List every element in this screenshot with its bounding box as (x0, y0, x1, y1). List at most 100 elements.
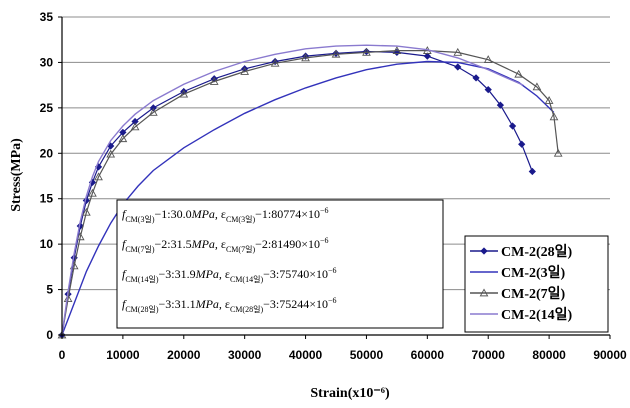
x-tick-label: 50000 (350, 348, 384, 362)
annotation-part: CM(7일) (226, 245, 255, 254)
annotation-part: CM(28일) (125, 305, 158, 314)
annotation-part: −6 (320, 236, 329, 245)
data-point (118, 134, 128, 143)
annotation-part: −3:75740×10 (263, 267, 328, 281)
data-point (508, 122, 517, 130)
data-point (454, 63, 462, 71)
series-line (61, 60, 555, 336)
annotation-part: MPa, (191, 207, 218, 221)
data-point (179, 89, 189, 98)
legend-label: CM-2(28일) (501, 244, 573, 260)
annotation-part: CM(14일) (230, 275, 263, 284)
data-point (81, 207, 91, 216)
data-point (392, 46, 402, 54)
y-tick-label: 25 (40, 101, 54, 115)
annotation-part: ε (222, 267, 230, 281)
data-point (518, 140, 526, 148)
annotation-box: fCM(3일)−1:30.0MPa, εCM(3일)−1:80774×10−6f… (116, 199, 444, 329)
data-point (362, 47, 371, 56)
y-tick-label: 0 (46, 328, 53, 342)
annotation-part: −3:75244×10 (263, 297, 328, 311)
data-point (75, 232, 85, 241)
data-point (149, 104, 157, 112)
y-tick-label: 10 (40, 237, 54, 251)
legend-item: CM-2(14일) (470, 307, 573, 323)
data-point (88, 188, 97, 197)
data-point (483, 55, 493, 64)
legend-item: CM-2(7일) (470, 286, 566, 302)
data-point (453, 47, 463, 56)
annotation-part: −6 (328, 266, 337, 275)
series-4 (61, 44, 524, 336)
annotation-part: ε (218, 237, 226, 251)
data-point (209, 76, 219, 85)
annotation-line: fCM(7일)−2:31.5MPa, εCM(7일)−2:81490×10−6 (122, 236, 329, 254)
legend-item: CM-2(28일) (470, 244, 573, 260)
legend-marker (480, 247, 488, 255)
data-point (240, 66, 250, 75)
x-tick-label: 10000 (106, 348, 140, 362)
y-tick-label: 35 (40, 10, 54, 24)
data-point (130, 122, 140, 131)
data-point (63, 294, 73, 302)
annotation-part: MPa, (191, 237, 218, 251)
annotation-part: f (122, 297, 127, 311)
annotation-part: −2:31.5 (154, 237, 191, 251)
y-tick-label: 15 (40, 192, 54, 206)
data-point (514, 69, 524, 78)
legend: CM-2(28일) CM-2(3일) CM-2(7일) CM-2(14일) (464, 235, 609, 333)
data-point (270, 58, 280, 67)
annotation-part: MPa, (195, 297, 222, 311)
y-axis-title: Stress(MPa) (9, 138, 24, 212)
x-tick-label: 20000 (167, 348, 201, 362)
legend-item: CM-2(3일) (470, 265, 566, 281)
data-point (553, 148, 563, 157)
data-point (544, 96, 554, 104)
series-2 (61, 60, 555, 336)
annotation-part: −1:80774×10 (255, 207, 320, 221)
data-point (94, 172, 103, 181)
series-line (61, 44, 524, 336)
series-layer (57, 44, 563, 339)
axes (58, 16, 611, 339)
y-tick-label: 20 (40, 146, 54, 160)
annotation-part: −6 (320, 206, 329, 215)
annotation-part: −3:31.1 (158, 297, 195, 311)
x-tick-label: 70000 (472, 348, 506, 362)
x-tick-label: 80000 (532, 348, 566, 362)
data-point (496, 101, 505, 109)
data-point (148, 107, 158, 116)
legend-label: CM-2(7일) (501, 286, 566, 302)
x-tick-label: 90000 (593, 348, 627, 362)
tick-labels: 0 5 10 15 20 25 30 35 0 10000 20000 30000 40000 50000… (40, 10, 627, 362)
annotation-part: f (122, 237, 127, 251)
series-line (61, 49, 559, 336)
annotation-line: fCM(3일)−1:30.0MPa, εCM(3일)−1:80774×10−6 (122, 206, 329, 224)
legend-frame (464, 235, 609, 333)
x-axis-title: Strain(x10⁻⁶) (310, 386, 390, 401)
data-point (82, 196, 90, 205)
data-point (484, 86, 492, 94)
y-tick-label: 5 (46, 283, 53, 297)
data-point (549, 112, 559, 121)
y-tick-label: 30 (40, 55, 54, 69)
annotation-part: −3:31.9 (158, 267, 195, 281)
annotation-part: ε (218, 207, 226, 221)
legend-label: CM-2(14일) (501, 307, 573, 323)
annotation-line: fCM(14일)−3:31.9MPa, εCM(14일)−3:75740×10−… (122, 266, 337, 284)
annotation-part: −1:30.0 (154, 207, 191, 221)
annotation-line: fCM(28일)−3:31.1MPa, εCM(28일)−3:75244×10−… (122, 296, 337, 314)
data-point (331, 49, 341, 58)
x-tick-label: 40000 (289, 348, 323, 362)
x-tick-label: 30000 (228, 348, 262, 362)
data-point (106, 149, 116, 158)
x-tick-label: 60000 (411, 348, 445, 362)
annotation-part: f (122, 267, 127, 281)
data-point (131, 117, 139, 126)
data-point (301, 53, 310, 62)
annotation-part: CM(7일) (125, 245, 154, 254)
annotation-part: CM(28일) (230, 305, 263, 314)
annotation-part: f (122, 207, 127, 221)
annotation-part: CM(14일) (125, 275, 158, 284)
